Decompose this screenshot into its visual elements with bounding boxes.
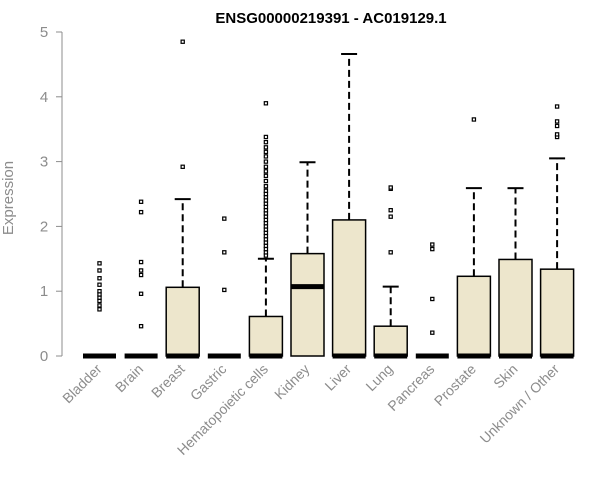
x-tick-label: Lung — [362, 361, 395, 394]
y-axis: 0 1 2 3 4 5 — [40, 24, 63, 365]
y-tick-label: 5 — [40, 24, 48, 41]
box-bladder — [83, 261, 116, 359]
boxes-group — [83, 39, 575, 359]
chart-title: ENSG00000219391 - AC019129.1 — [215, 10, 446, 27]
outlier-point — [263, 149, 269, 155]
outlier-point — [471, 117, 477, 122]
outlier-point — [263, 139, 269, 145]
box-body — [498, 258, 533, 357]
outlier-point — [138, 199, 144, 204]
y-tick-label: 4 — [40, 89, 48, 106]
x-tick-label: Skin — [490, 361, 521, 392]
box-lung — [373, 185, 408, 359]
outlier-point — [430, 330, 435, 335]
outlier-point — [388, 185, 393, 190]
box-prostate — [456, 117, 492, 359]
box-liver — [331, 53, 367, 359]
box-body — [539, 268, 575, 357]
outlier-point — [138, 209, 144, 215]
x-tick-label: Bladder — [59, 361, 105, 407]
box-body — [165, 286, 200, 357]
outlier-point — [97, 282, 102, 287]
box-body — [331, 219, 367, 357]
outlier-point — [138, 268, 144, 273]
outlier-point — [388, 214, 393, 219]
outlier-point — [263, 154, 269, 159]
outlier-point — [554, 123, 560, 129]
outlier-point — [263, 159, 269, 164]
outlier-point — [430, 246, 435, 252]
outlier-point — [138, 259, 144, 265]
box-body — [456, 275, 492, 357]
y-tick-label: 1 — [40, 283, 48, 300]
outlier-point — [97, 307, 102, 312]
outlier-point — [430, 296, 435, 302]
y-tick-label: 0 — [40, 348, 48, 365]
outlier-point — [263, 169, 269, 174]
outlier-point — [554, 104, 560, 109]
box-skin — [498, 187, 533, 359]
outlier-point — [430, 242, 435, 247]
box-pancreas — [415, 242, 449, 359]
outlier-point — [263, 173, 269, 179]
outlier-point — [97, 268, 102, 273]
outlier-point — [263, 134, 269, 140]
outlier-point — [97, 261, 102, 266]
outlier-point — [97, 276, 102, 281]
outlier-point — [388, 208, 393, 213]
y-axis-label: Expression — [0, 161, 17, 235]
x-tick-label: Breast — [148, 361, 188, 401]
x-tick-label: Unknown / Other — [477, 361, 563, 447]
x-tick-label: Liver — [321, 361, 354, 394]
outlier-point — [97, 289, 102, 294]
box-body — [248, 315, 284, 357]
outlier-point — [263, 184, 269, 189]
outlier-point — [263, 164, 269, 169]
box-breast — [165, 39, 200, 359]
x-tick-label: Prostate — [431, 361, 479, 409]
outlier-point — [138, 323, 144, 329]
outlier-point — [388, 250, 393, 255]
outlier-point — [138, 291, 144, 296]
outlier-point — [554, 119, 560, 124]
outlier-point — [138, 272, 144, 278]
outlier-point — [222, 250, 227, 255]
outlier-point — [554, 132, 560, 137]
box-body — [290, 252, 325, 357]
outlier-point — [263, 178, 269, 184]
outlier-point — [263, 101, 269, 106]
y-tick-label: 3 — [40, 154, 48, 171]
y-tick-label: 2 — [40, 218, 48, 235]
outlier-point — [180, 39, 185, 44]
outlier-point — [222, 216, 227, 221]
box-gastric — [207, 216, 241, 359]
outlier-point — [263, 145, 269, 150]
outlier-point — [222, 287, 227, 293]
box-body — [373, 325, 408, 357]
box-kidney — [290, 161, 325, 357]
x-tick-label: Kidney — [271, 361, 313, 403]
outlier-point — [97, 303, 102, 308]
box-unknown-other — [539, 104, 575, 359]
outlier-point — [263, 188, 269, 193]
outlier-point — [180, 164, 185, 169]
box-hematopoietic-cells — [248, 101, 284, 359]
x-tick-label: Brain — [112, 361, 146, 395]
box-brain — [124, 199, 158, 359]
